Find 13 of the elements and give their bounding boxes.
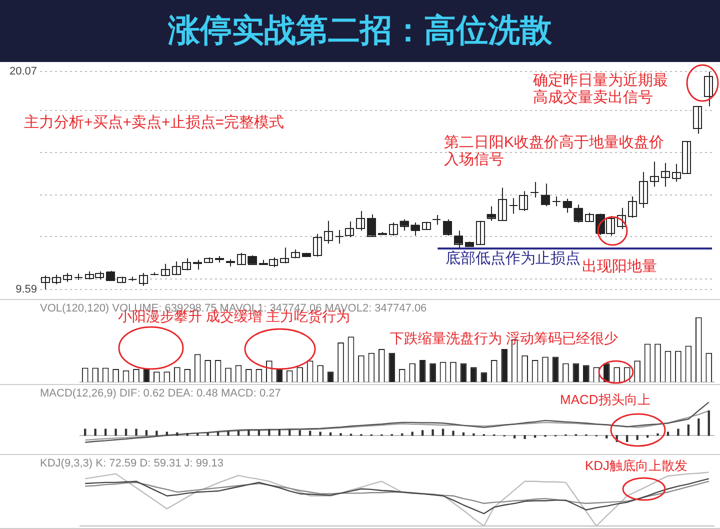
annotation: 下跌缩量洗盘行为 浮动筹码已经很少 <box>390 330 619 346</box>
ref-line-label: 底部低点作为止损点 <box>446 250 581 268</box>
annotation: KDJ触底向上散发 <box>585 458 689 474</box>
annotation: 第二日阳K收盘价高于地量收盘价入场信号 <box>444 134 666 168</box>
annotation: 出现阳地量 <box>582 258 658 276</box>
chart-title: 涨停实战第二招：高位洗散 <box>168 11 552 50</box>
y-tick-label: 9.59 <box>16 283 37 296</box>
annotation: 主力分析+买点+卖点+止损点=完整模式 <box>24 114 286 132</box>
chart-title: KDJ(9,3,3) K: 72.59 D: 59.31 J: 99.13 <box>40 458 224 470</box>
y-tick-label: 20.07 <box>9 66 37 78</box>
annotation: 确定昨日量为近期最高成交量卖出信号 <box>533 72 669 106</box>
annotation: MACD拐头向上 <box>560 392 652 408</box>
chart-title: MACD(12,26,9) DIF: 0.62 DEA: 0.48 MACD: 0.27 <box>40 388 281 400</box>
